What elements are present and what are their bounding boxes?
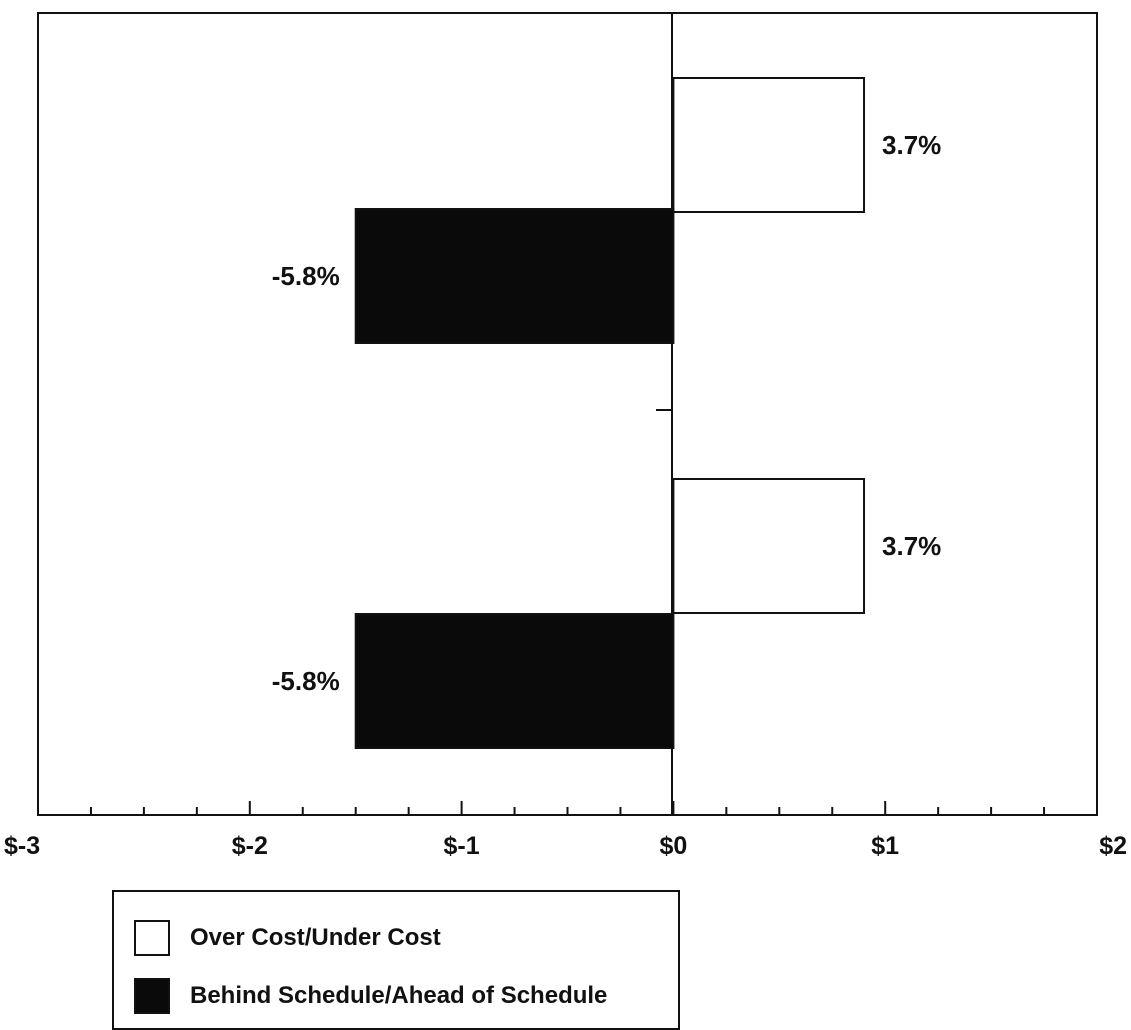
x-axis-ticks xyxy=(37,801,1098,815)
bars xyxy=(354,77,866,749)
legend: Over Cost/Under Cost Behind Schedule/Ahe… xyxy=(112,890,680,1030)
legend-swatch-over-cost xyxy=(134,920,170,956)
legend-swatch-behind-schedule xyxy=(134,978,170,1014)
bar-over-cost xyxy=(672,478,866,614)
legend-item-behind-schedule: Behind Schedule/Ahead of Schedule xyxy=(134,978,607,1014)
x-tick-label: $2 xyxy=(1099,832,1127,860)
bar-behind-schedule xyxy=(354,208,675,344)
legend-label-behind-schedule: Behind Schedule/Ahead of Schedule xyxy=(190,982,608,1009)
legend-label-over-cost: Over Cost/Under Cost xyxy=(190,924,441,951)
bar-data-label: 3.7% xyxy=(882,531,941,561)
bar-data-label: -5.8% xyxy=(272,666,340,696)
bar-data-labels: 3.7% -5.8% 3.7% -5.8% xyxy=(272,130,942,696)
x-tick-label: $0 xyxy=(659,832,687,860)
x-tick-label: $1 xyxy=(871,832,899,860)
bar-data-label: 3.7% xyxy=(882,130,941,160)
bar-data-label: -5.8% xyxy=(272,261,340,291)
x-tick-label: $-3 xyxy=(4,832,40,860)
legend-item-over-cost: Over Cost/Under Cost xyxy=(134,920,441,956)
x-tick-label: $-1 xyxy=(444,832,480,860)
bar-behind-schedule xyxy=(354,613,675,749)
bar-over-cost xyxy=(672,77,866,213)
bar-chart: $-3 $-2 $-1 $0 $1 $2 3.7% -5.8% 3.7% -5.8% xyxy=(4,12,1127,860)
x-tick-label: $-2 xyxy=(232,832,268,860)
x-axis-tick-labels: $-3 $-2 $-1 $0 $1 $2 xyxy=(4,832,1127,860)
